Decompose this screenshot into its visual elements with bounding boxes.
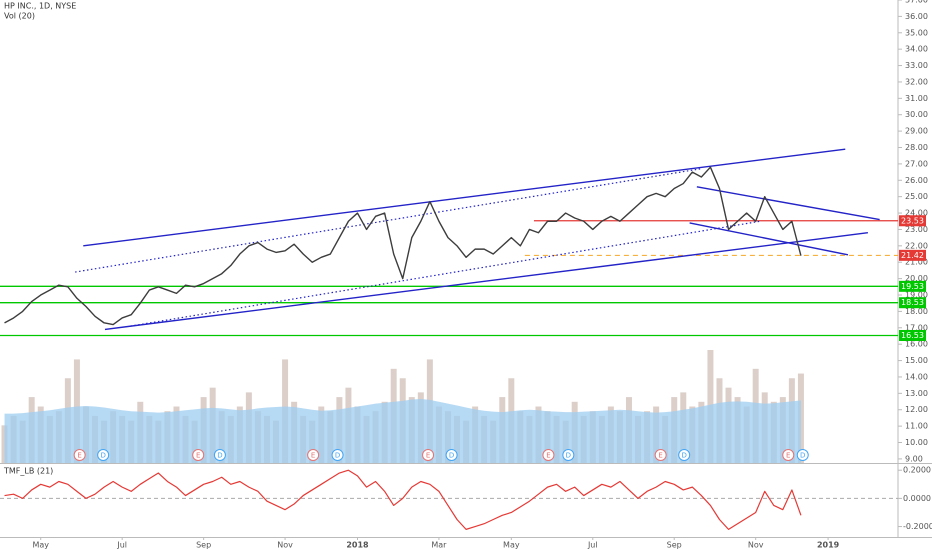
trendline (130, 220, 761, 327)
level-label: 21.42 (901, 251, 924, 260)
level-label: 19.53 (901, 282, 924, 291)
x-tick-label: Sep (667, 541, 682, 550)
y-tick-label: 34.00 (905, 45, 928, 54)
y-tick-label: 23.00 (905, 225, 928, 234)
price-pane (0, 148, 898, 463)
event-marker (445, 449, 458, 461)
level-label-box (899, 329, 926, 341)
y-tick-label: 14.00 (905, 372, 928, 381)
y-tick-label: 26.00 (905, 176, 928, 185)
chart-title: HP INC., 1D, NYSE (4, 2, 76, 11)
event-marker (213, 449, 226, 461)
y-tick-label: 37.00 (905, 0, 928, 5)
event-marker (97, 449, 110, 461)
y-tick-label: 29.00 (905, 127, 928, 136)
y-tick-label: 11.00 (905, 422, 928, 431)
event-marker (422, 449, 435, 461)
y-tick-label: -0.2000 (903, 522, 932, 531)
y-tick-label: 19.00 (905, 291, 928, 300)
x-tick-label: Nov (277, 541, 293, 550)
event-marker (542, 449, 555, 461)
event-marker (562, 449, 575, 461)
trendline (689, 222, 849, 256)
y-tick-label: 28.00 (905, 143, 928, 152)
y-tick-label: 12.00 (905, 405, 928, 414)
event-label: D (800, 452, 805, 460)
event-marker (678, 449, 691, 461)
level-label-box (899, 249, 926, 261)
x-tick-label: Mar (431, 541, 447, 550)
x-tick-label: 2018 (346, 541, 369, 550)
y-tick-label: 16.00 (905, 340, 928, 349)
trendline (83, 148, 846, 247)
event-marker (796, 449, 809, 461)
y-tick-label: 15.00 (905, 356, 928, 365)
y-tick-label: 22.00 (905, 241, 928, 250)
y-tick-label: 27.00 (905, 159, 928, 168)
event-marker (73, 449, 86, 461)
y-tick-label: 21.00 (905, 258, 928, 267)
axes: 9.0010.0011.0012.0013.0014.0015.0016.001… (32, 0, 932, 550)
trendline (696, 186, 880, 221)
indicator-label: TMF_LB (21) (3, 467, 53, 476)
volume-ma-area (4, 398, 801, 463)
level-label-box (899, 297, 926, 309)
event-label: D (217, 452, 222, 460)
event-label: E (786, 452, 790, 460)
event-label: D (681, 452, 686, 460)
event-label: E (311, 452, 315, 460)
event-label: D (566, 452, 571, 460)
y-tick-label: 13.00 (905, 389, 928, 398)
event-marker (331, 449, 344, 461)
y-tick-label: 18.00 (905, 307, 928, 316)
event-marker (307, 449, 320, 461)
y-tick-label: 17.00 (905, 323, 928, 332)
y-tick-label: 20.00 (905, 274, 928, 283)
y-tick-label: 35.00 (905, 28, 928, 37)
x-tick-label: May (503, 541, 520, 550)
y-tick-label: 0.0000 (903, 494, 931, 503)
event-label: E (77, 452, 81, 460)
y-tick-label: 24.00 (905, 209, 928, 218)
event-label: D (100, 452, 105, 460)
event-label: E (546, 452, 550, 460)
price-line (4, 166, 802, 326)
y-tick-label: 25.00 (905, 192, 928, 201)
y-tick-label: 33.00 (905, 61, 928, 70)
y-tick-label: 36.00 (905, 12, 928, 21)
event-label: D (449, 452, 454, 460)
y-tick-label: 9.00 (905, 454, 923, 463)
y-tick-label: 30.00 (905, 110, 928, 119)
x-tick-label: Jul (587, 541, 598, 550)
event-label: E (196, 452, 200, 460)
event-label: D (335, 452, 340, 460)
x-tick-label: May (32, 541, 49, 550)
x-tick-label: Nov (748, 541, 764, 550)
y-tick-label: 0.2000 (903, 466, 931, 475)
level-label-box (899, 280, 926, 292)
y-tick-label: 31.00 (905, 94, 928, 103)
level-label: 23.53 (901, 216, 924, 225)
trendline (104, 232, 868, 331)
event-label: E (658, 452, 662, 460)
volume-label: Vol (20) (4, 12, 35, 21)
level-label: 16.53 (901, 331, 924, 340)
trendline (75, 168, 701, 273)
x-tick-label: Sep (196, 541, 211, 550)
level-label-box (899, 215, 926, 227)
indicator-line (4, 469, 802, 530)
event-marker (192, 449, 205, 461)
event-marker (654, 449, 667, 461)
x-tick-label: 2019 (817, 541, 840, 550)
level-label: 18.53 (901, 298, 924, 307)
y-tick-label: 10.00 (905, 438, 928, 447)
event-label: E (426, 452, 430, 460)
y-tick-label: 32.00 (905, 77, 928, 86)
event-marker (782, 449, 795, 461)
x-tick-label: Jul (116, 541, 127, 550)
indicator-pane (0, 469, 898, 530)
